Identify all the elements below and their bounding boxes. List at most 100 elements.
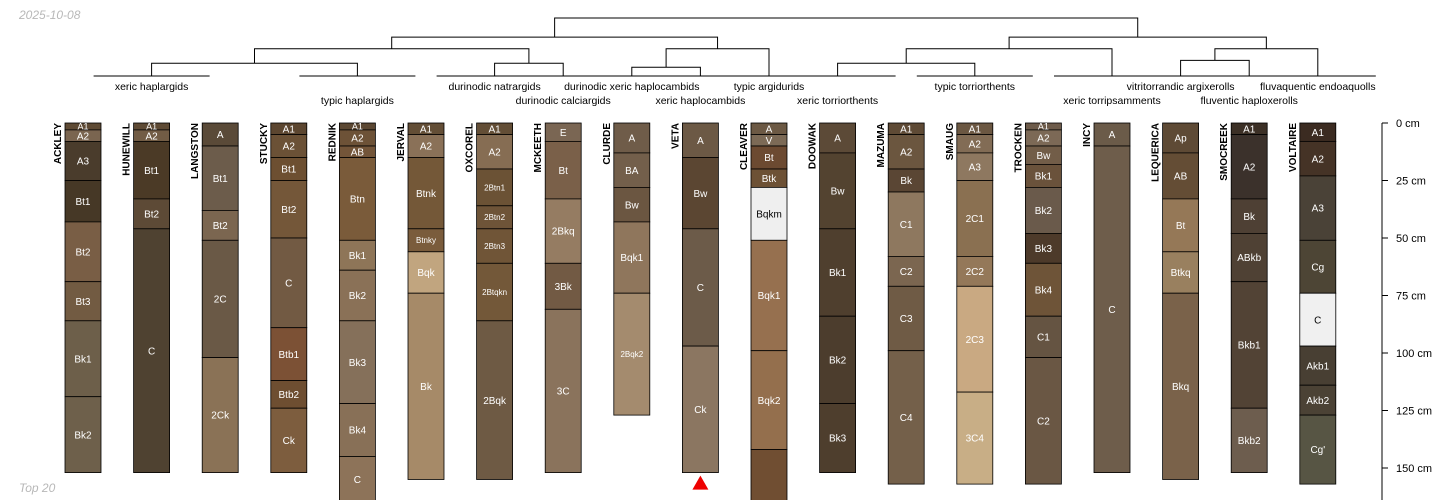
horizon-label: Bk1	[829, 268, 847, 279]
profile-label: TROCKEN	[1013, 123, 1024, 172]
horizon-label: A3	[77, 157, 90, 168]
dendrogram-branch	[905, 48, 1113, 76]
horizon-label: Ck	[283, 436, 296, 447]
horizon-a	[613, 122, 651, 154]
horizon-label: A1	[488, 124, 501, 135]
horizon-bk2	[338, 269, 376, 322]
horizon-label: Bk3	[1035, 244, 1053, 255]
horizon-label: A3	[1312, 204, 1325, 215]
horizon-label: Bk	[420, 382, 433, 393]
profile-stucky: STUCKY A1 A2 Bt1 Bt2 C Btb1 Btb2 Ck	[259, 122, 308, 474]
taxon-label: typic torriorthents	[935, 81, 1016, 93]
horizon-label: Bk2	[74, 430, 92, 441]
profile-label: HUNEWILL	[122, 123, 133, 176]
dendrogram-branch	[1214, 48, 1319, 76]
profile-langston: LANGSTON A Bt1 Bt2 2C 2Ck	[190, 122, 239, 474]
horizon-label: Btn	[350, 195, 365, 206]
horizon-a2	[1299, 140, 1337, 177]
horizon-c	[338, 456, 376, 500]
dendrogram-branch	[151, 62, 358, 76]
profile-jerval: JERVAL A1 A2 Btnk Btnky Bqk Bk	[396, 122, 445, 480]
dendrogram-node	[1214, 48, 1319, 76]
horizon-label: A2	[420, 142, 433, 153]
horizon-label: Btnky	[416, 236, 436, 245]
horizon-a2	[476, 134, 514, 170]
horizon-bkb1	[1230, 281, 1268, 409]
horizon-label: C1	[900, 220, 913, 231]
horizon-bqk1	[750, 239, 788, 352]
horizon-label: A1	[900, 124, 913, 135]
horizon-label: Bt1	[213, 174, 228, 185]
horizon-bt2	[64, 221, 102, 283]
dendrogram-branch	[837, 62, 976, 76]
horizon-ck	[682, 345, 719, 474]
profile-lequerica: LEQUERICA Ap AB Bt Btkq Bkq	[1151, 122, 1199, 480]
profile-smocreek: SMOCREEK A1 A2 Bk ABkb Bkb1 Bkb2	[1219, 122, 1268, 474]
horizon-label: 2C2	[966, 267, 985, 278]
horizon-label: Bt1	[144, 166, 159, 177]
horizon-a	[682, 122, 719, 158]
depth-axis: 0 cm 25 cm 50 cm 75 cm 100 cm 125 cm 150 cm	[1381, 118, 1432, 500]
marker-triangle	[692, 475, 709, 490]
horizon-label: Btb2	[279, 390, 300, 401]
horizon-label: Akb1	[1306, 361, 1329, 372]
taxon-label: xeric torriorthents	[797, 95, 878, 107]
horizon-label: A1	[1038, 122, 1049, 132]
horizon-label: 2C3	[966, 335, 985, 346]
horizon-label: C	[354, 475, 361, 486]
taxon-label: typic haplargids	[321, 95, 394, 107]
dendrogram-branch	[554, 17, 1139, 38]
horizon-label: A	[1109, 130, 1116, 141]
horizon-label: A3	[969, 162, 982, 173]
dendrogram-branch	[1180, 59, 1250, 76]
horizon-bk3	[338, 320, 376, 404]
profile-label: MAZUMA	[876, 123, 887, 167]
horizon-label: Ap	[1174, 134, 1187, 145]
horizon-label: A	[834, 134, 841, 145]
horizon-label: Ck	[694, 405, 707, 416]
horizon-label: 3Bk	[555, 282, 573, 293]
profile-label: DOOWAK	[808, 122, 819, 169]
horizon-label: Bt	[1176, 221, 1186, 232]
horizon-bk	[407, 292, 445, 480]
horizon-label: Bk	[1243, 212, 1256, 223]
horizon-label: ABkb	[1237, 253, 1261, 264]
horizon-bk1	[819, 228, 856, 317]
horizon-label: 3C	[557, 387, 570, 398]
horizon-ck	[270, 407, 308, 474]
profile-label: INCY	[1082, 123, 1093, 147]
profile-veta: VETA A Bw C Ck	[670, 122, 719, 474]
horizon-label: Bk1	[1035, 172, 1053, 183]
horizon-label: A2	[488, 147, 501, 158]
horizon-label: AB	[1174, 172, 1188, 183]
horizon-label: Bk2	[349, 291, 367, 302]
horizon-label: Btkq	[1171, 268, 1191, 279]
horizon-label: 2Btn3	[484, 242, 505, 251]
dendrogram-node	[554, 17, 1139, 38]
horizon-label: Bk1	[74, 354, 92, 365]
horizon-label: A2	[969, 139, 982, 150]
horizon-bk	[1230, 198, 1268, 234]
horizon-cg	[1299, 414, 1337, 485]
horizon-label: Bt	[764, 153, 774, 164]
horizon-c	[682, 228, 719, 347]
horizon-label: 2Btn2	[484, 213, 505, 222]
horizon-label: C1	[1037, 333, 1050, 344]
horizon-label: 2Bqk2	[620, 350, 643, 359]
horizon-2c1	[956, 180, 994, 257]
dendrogram-branch	[254, 48, 530, 64]
axis-tick-label: 50 cm	[1396, 233, 1426, 245]
horizon-bw	[613, 186, 651, 223]
horizon-a3	[64, 140, 102, 181]
profile-label: SMAUG	[945, 123, 956, 160]
horizon-label: A2	[77, 131, 90, 142]
horizon-bw	[819, 152, 856, 230]
horizon-2bkq	[544, 198, 582, 264]
horizon-label: 2Ck	[211, 411, 230, 422]
horizon-2btqkn	[476, 262, 514, 322]
horizon-label: A1	[420, 124, 433, 135]
horizon-label: Btb1	[279, 350, 300, 361]
